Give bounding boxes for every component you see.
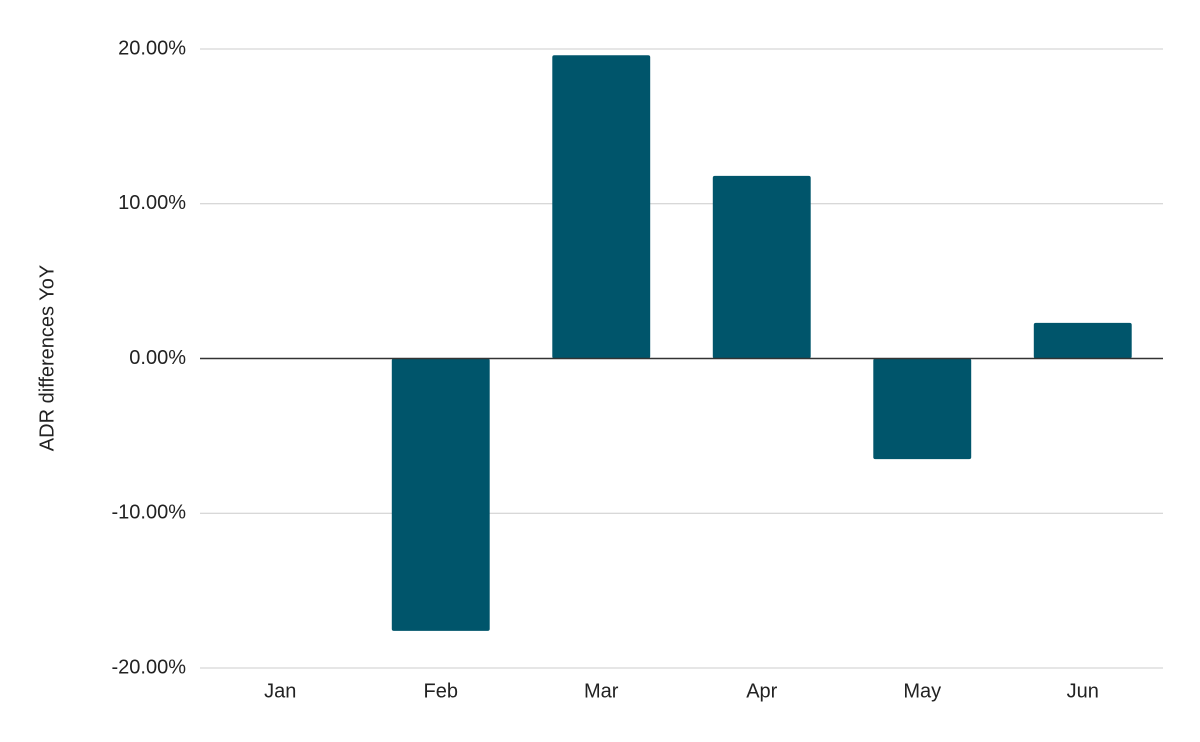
y-tick-label: 0.00% <box>129 347 186 369</box>
bar <box>1033 322 1132 359</box>
bar <box>712 175 811 359</box>
bar <box>552 55 651 359</box>
y-tick-label: -10.00% <box>112 502 187 524</box>
x-tick-label: Apr <box>746 680 777 702</box>
bar <box>391 358 490 631</box>
x-tick-label: Feb <box>424 680 458 702</box>
y-axis-title: ADR differences YoY <box>36 265 58 451</box>
y-tick-label: 10.00% <box>118 192 186 214</box>
x-tick-label: May <box>903 680 941 702</box>
bar <box>873 358 972 460</box>
x-tick-label: Jan <box>264 680 296 702</box>
x-tick-label: Mar <box>584 680 619 702</box>
y-tick-label: 20.00% <box>118 37 186 59</box>
x-tick-label: Jun <box>1067 680 1099 702</box>
y-tick-label: -20.00% <box>112 656 187 678</box>
